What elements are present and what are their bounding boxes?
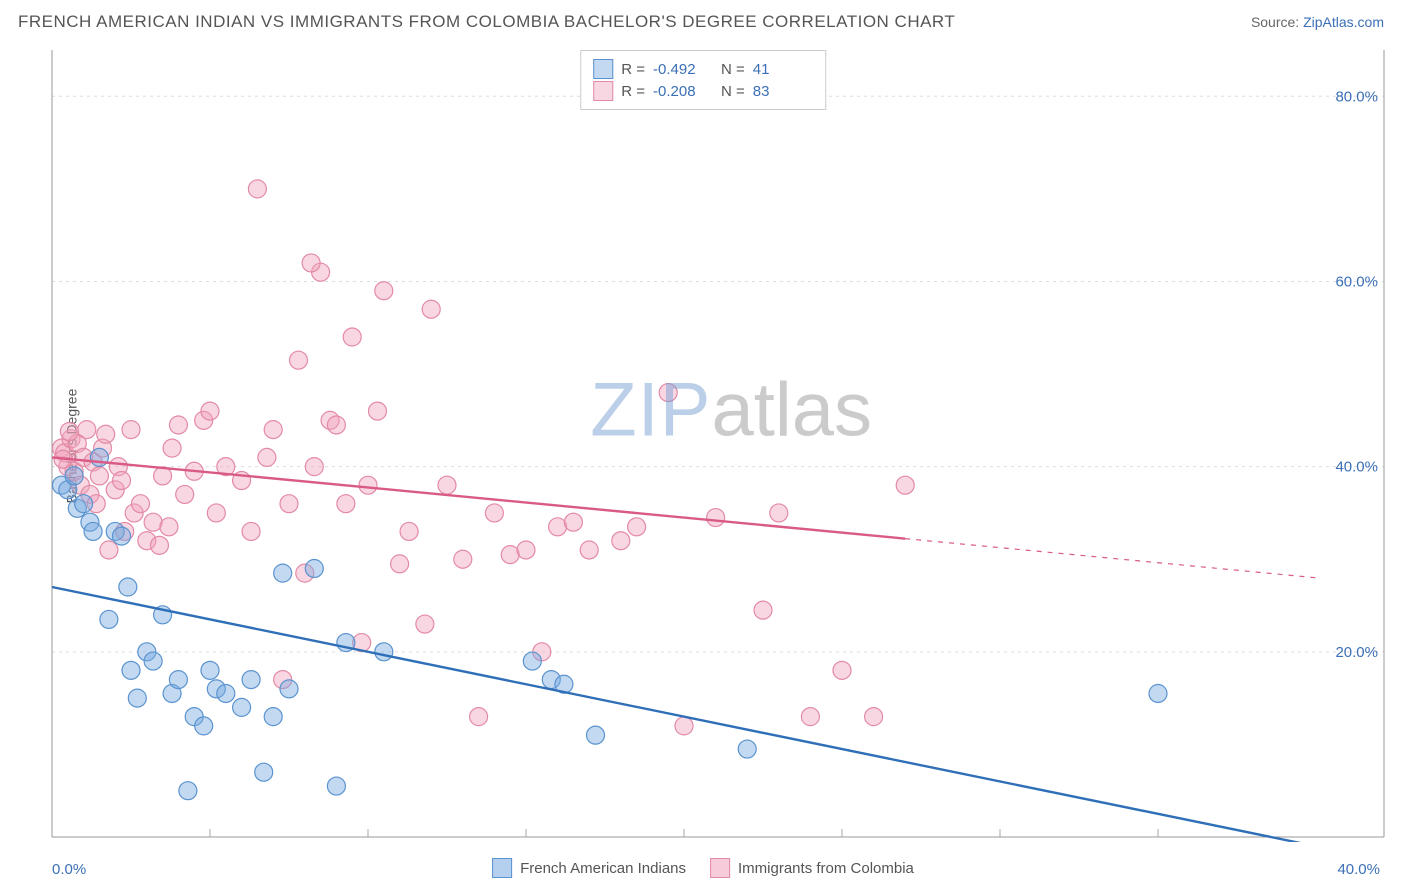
- legend-r-value-1: -0.492: [653, 61, 713, 78]
- svg-text:60.0%: 60.0%: [1335, 273, 1378, 290]
- svg-text:20.0%: 20.0%: [1335, 644, 1378, 661]
- chart-plot-area: 20.0% 40.0% 60.0% 80.0%: [50, 45, 1386, 842]
- legend-swatch-pink: [593, 81, 613, 101]
- legend-swatch-1: [492, 858, 512, 878]
- x-axis-max-label: 40.0%: [1337, 861, 1380, 878]
- legend-swatch-blue: [593, 59, 613, 79]
- legend-label-2: Immigrants from Colombia: [738, 860, 914, 877]
- legend-row-series1: R = -0.492 N = 41: [593, 59, 813, 79]
- legend-n-label: N =: [721, 61, 745, 78]
- legend-item-2: Immigrants from Colombia: [710, 858, 914, 878]
- legend-r-label: R =: [621, 83, 645, 100]
- correlation-legend: R = -0.492 N = 41 R = -0.208 N = 83: [580, 50, 826, 110]
- legend-n-label: N =: [721, 83, 745, 100]
- chart-svg: 20.0% 40.0% 60.0% 80.0%: [50, 45, 1386, 842]
- source-label: Source:: [1251, 14, 1303, 30]
- legend-r-value-2: -0.208: [653, 83, 713, 100]
- legend-n-value-1: 41: [753, 61, 813, 78]
- legend-item-1: French American Indians: [492, 858, 686, 878]
- x-axis-min-label: 0.0%: [52, 861, 86, 878]
- legend-n-value-2: 83: [753, 83, 813, 100]
- source-link[interactable]: ZipAtlas.com: [1303, 14, 1384, 30]
- legend-label-1: French American Indians: [520, 860, 686, 877]
- chart-title: FRENCH AMERICAN INDIAN VS IMMIGRANTS FRO…: [18, 12, 955, 32]
- source-attribution: Source: ZipAtlas.com: [1251, 14, 1384, 30]
- svg-text:40.0%: 40.0%: [1335, 459, 1378, 476]
- legend-row-series2: R = -0.208 N = 83: [593, 81, 813, 101]
- series-legend: French American Indians Immigrants from …: [492, 858, 914, 878]
- legend-swatch-2: [710, 858, 730, 878]
- legend-r-label: R =: [621, 61, 645, 78]
- svg-text:80.0%: 80.0%: [1335, 88, 1378, 105]
